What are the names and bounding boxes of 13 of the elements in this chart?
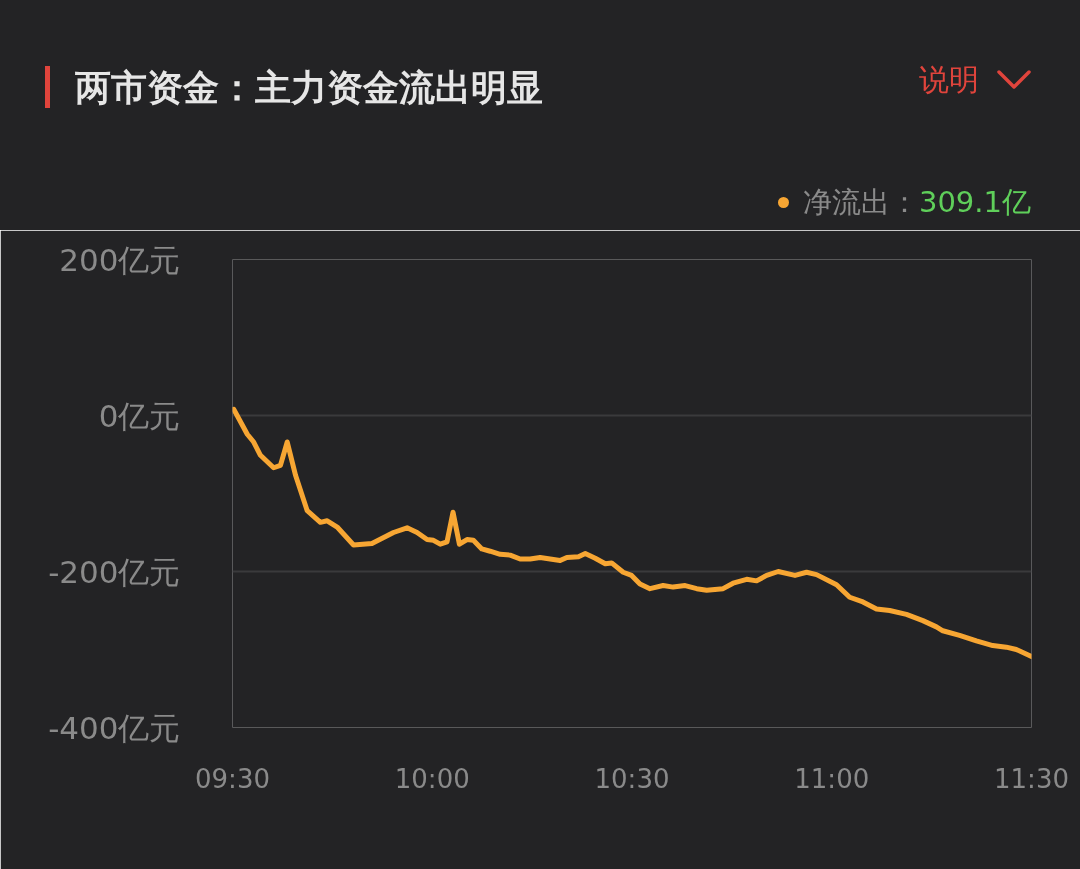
x-tick-label: 09:30 <box>195 763 270 794</box>
y-tick-label: -200亿元 <box>48 553 181 590</box>
x-tick-label: 11:00 <box>794 763 870 794</box>
y-tick-label: 200亿元 <box>59 241 181 278</box>
x-tick-label: 10:30 <box>594 763 670 794</box>
legend-label: 净流出： <box>802 184 919 221</box>
y-tick-label: -400亿元 <box>48 709 181 746</box>
x-tick-label: 10:00 <box>394 763 470 794</box>
text: 309.1亿 <box>918 184 1031 221</box>
y-tick-label: 0亿元 <box>98 397 181 434</box>
chart-title: 两市资金：主力资金流出明显 <box>75 66 543 110</box>
x-tick-label: 11:30 <box>994 763 1069 794</box>
text: 说明 <box>919 61 979 99</box>
